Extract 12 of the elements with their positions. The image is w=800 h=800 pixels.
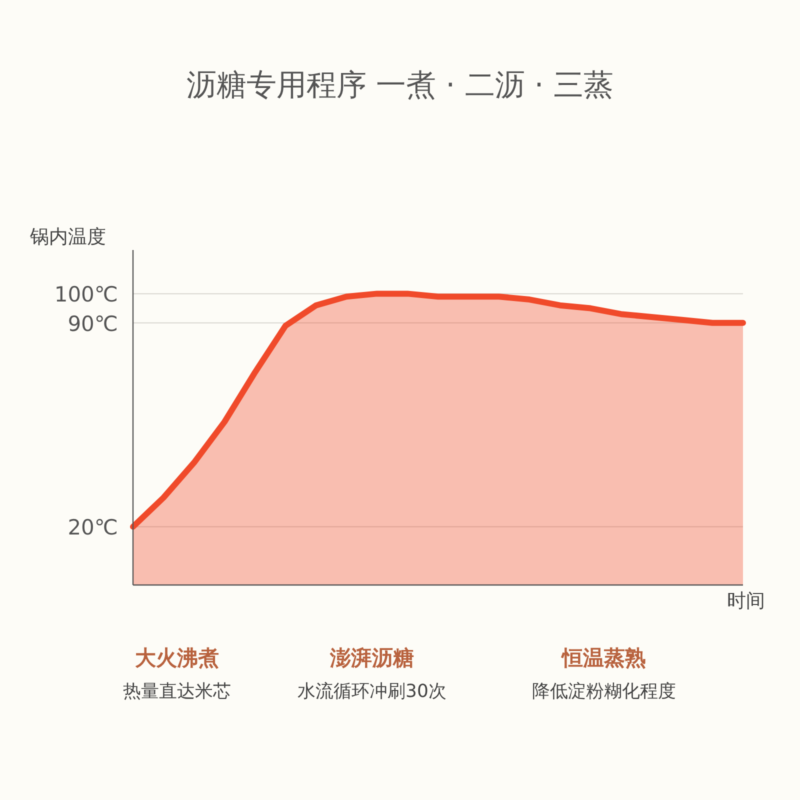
text: 水流循环冲刷30次 xyxy=(298,681,446,702)
text: 降低淀粉糊化程度 xyxy=(532,681,676,702)
text: 热量直达米芯 xyxy=(123,681,231,702)
text: 澎湃沥糖 xyxy=(329,646,414,670)
y-tick-label: 100℃ xyxy=(54,282,118,307)
y-tick-label: 20℃ xyxy=(68,516,118,540)
text: 恒温蒸熟 xyxy=(560,646,646,670)
chart-title: 沥糖专用程序 一煮 · 二沥 · 三蒸 xyxy=(186,68,614,103)
text: 大火沸煮 xyxy=(135,646,219,670)
x-axis-title: 时间 xyxy=(727,590,765,612)
y-axis-title: 锅内温度 xyxy=(29,226,106,248)
y-tick-label: 90℃ xyxy=(68,312,118,336)
